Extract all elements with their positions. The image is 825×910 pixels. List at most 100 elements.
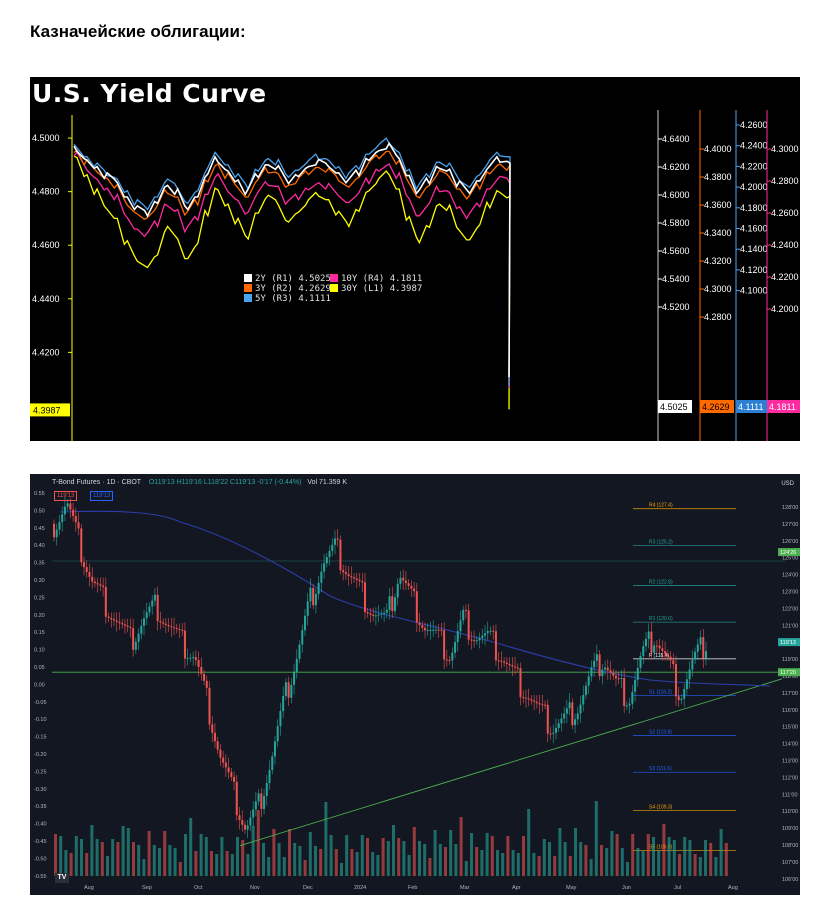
candle-body — [186, 658, 189, 660]
right-axis-tick-label: 118'00 — [782, 674, 798, 680]
usd-label[interactable]: USD — [781, 481, 794, 487]
candle-body — [516, 667, 519, 669]
volume-bar — [631, 834, 635, 876]
right-axis-tick-label: 126'00 — [782, 539, 798, 545]
volume-bar — [293, 843, 297, 876]
candle-body — [306, 601, 309, 616]
x-axis-tick-label: Oct — [194, 885, 203, 891]
x-axis-tick-label: Sep — [142, 885, 152, 891]
pivot-label: S3 (111.6) — [649, 766, 672, 772]
legend-item-10y: 10Y (R4) 4.1811 — [330, 274, 422, 284]
volume-bar — [184, 834, 187, 876]
volume-bar — [600, 845, 603, 876]
candle-body — [473, 640, 476, 642]
candle-body — [151, 600, 154, 607]
tbond-tag-blue[interactable]: 119'13 — [90, 491, 114, 501]
candle-body — [121, 623, 124, 625]
candle-body — [290, 684, 293, 698]
volume-bar — [116, 842, 120, 876]
volume-bar — [345, 835, 349, 876]
volume-bar — [360, 835, 364, 876]
candle-body — [129, 626, 132, 629]
x-axis-tick-label: Feb — [408, 885, 417, 891]
right-axis-tick-label: 4.2600 — [740, 120, 768, 130]
volume-bar — [64, 850, 68, 876]
candle-body — [574, 719, 577, 726]
volume-bar — [246, 854, 250, 876]
volume-bar — [121, 826, 125, 876]
volume-bar — [90, 825, 94, 876]
volume-bar — [470, 833, 473, 876]
candle-body — [107, 616, 110, 618]
candle-body — [137, 633, 140, 642]
candle-body — [677, 696, 680, 701]
candle-body — [563, 713, 566, 719]
candle-body — [347, 574, 350, 577]
candle-body — [110, 617, 113, 620]
candle-body — [508, 663, 511, 666]
candle-body — [623, 677, 626, 707]
right-axis-tick-label: 4.2200 — [771, 272, 799, 282]
candle-body — [694, 651, 697, 660]
candle-body — [317, 582, 320, 594]
candle-body — [647, 631, 650, 639]
right-axis-tick-label: 4.6400 — [662, 134, 690, 144]
candle-body — [606, 667, 609, 671]
candle-body — [620, 677, 623, 679]
right-axis-tick-label: 4.2000 — [771, 304, 799, 314]
right-axis-tick-label: 4.3800 — [704, 172, 732, 182]
candle-body — [314, 593, 317, 606]
candle-body — [350, 576, 353, 578]
volume-bar — [210, 851, 213, 876]
candle-body — [189, 657, 192, 659]
candle-body — [557, 723, 560, 729]
volume-bar — [319, 849, 323, 876]
candle-body — [271, 756, 274, 771]
candle-body — [140, 625, 143, 634]
volume-bar — [308, 832, 312, 876]
candle-body — [227, 767, 230, 773]
volume-bar — [340, 863, 343, 876]
candle-body — [639, 656, 642, 668]
volume-bar — [428, 858, 432, 876]
tbond-volume: Vol 71.359 K — [307, 479, 348, 486]
left-axis-tick-label: 0.30 — [34, 578, 45, 584]
volume-bar — [641, 851, 645, 876]
volume-bar — [657, 851, 661, 876]
right-axis-tick-label: 4.2400 — [771, 240, 799, 250]
candle-body — [434, 629, 437, 631]
candle-body — [451, 652, 454, 661]
left-axis-tick-label: 4.4400 — [32, 294, 60, 304]
volume-bar — [719, 829, 723, 876]
volume-bar — [173, 848, 177, 876]
candle-body — [260, 793, 263, 809]
legend-item-5y: 5Y (R3) 4.1111 — [244, 294, 331, 304]
candle-body — [77, 522, 80, 529]
right-axis-tick-label: 4.3200 — [704, 256, 732, 266]
volume-bar — [262, 843, 265, 876]
volume-bar — [95, 839, 99, 876]
right-current-value-box — [700, 400, 734, 413]
volume-bar — [282, 857, 286, 876]
candle-body — [80, 528, 83, 563]
candle-body — [153, 594, 156, 601]
volume-bar — [568, 856, 572, 876]
candle-body — [565, 708, 568, 714]
right-current-value-label: 4.5025 — [660, 402, 688, 412]
candle-body — [399, 577, 402, 584]
candle-body — [388, 596, 391, 610]
right-axis-tick-label: 128'00 — [782, 505, 798, 511]
candle-body — [672, 660, 675, 665]
volume-bar — [407, 855, 411, 876]
volume-bar — [132, 842, 135, 876]
candle-body — [601, 669, 604, 677]
left-axis-tick-label: 4.5000 — [32, 133, 60, 143]
volume-bar — [366, 838, 369, 876]
candle-body — [598, 654, 601, 677]
candle-body — [413, 588, 416, 592]
series-line — [73, 137, 511, 387]
candle-body — [279, 711, 282, 727]
candle-body — [178, 629, 181, 631]
tbond-tag-red[interactable]: 119'13 — [54, 491, 78, 501]
candle-body — [702, 637, 705, 659]
